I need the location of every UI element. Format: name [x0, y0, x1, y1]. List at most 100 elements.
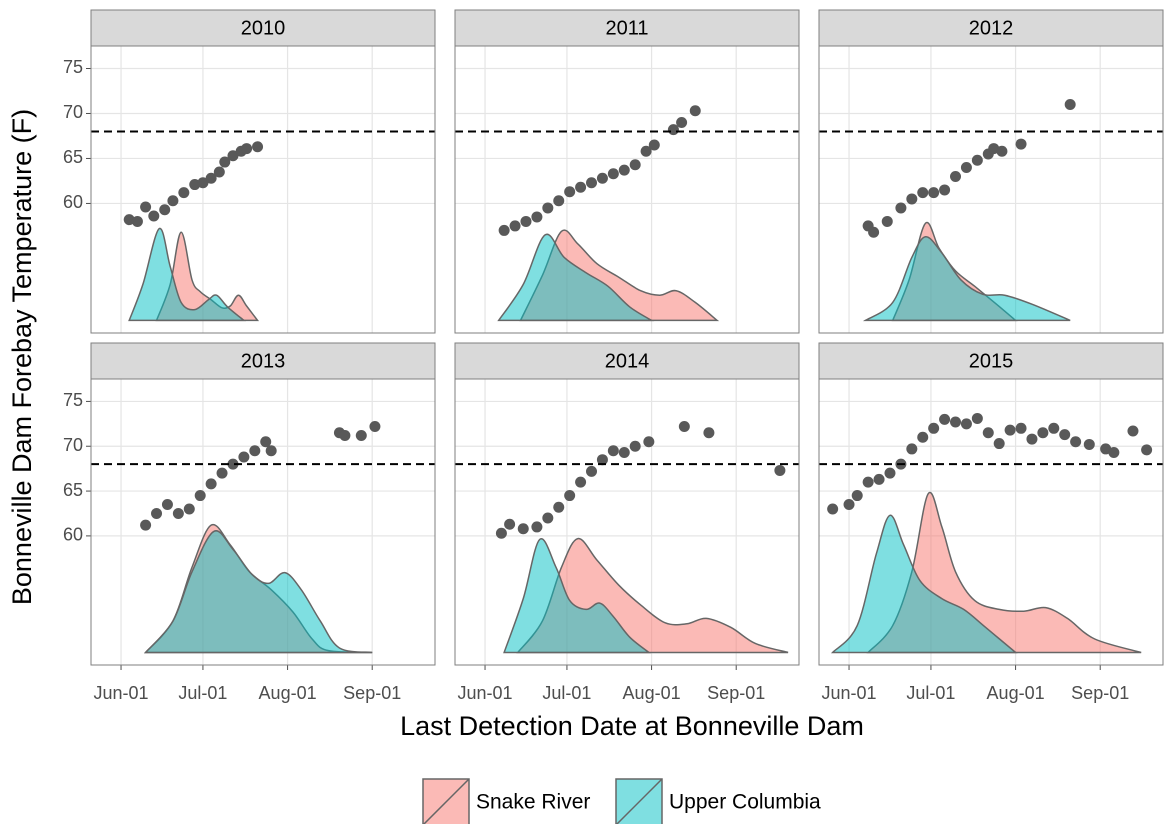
- data-point: [575, 181, 587, 193]
- data-point: [939, 413, 951, 425]
- data-point: [213, 166, 225, 178]
- density-area: [862, 235, 1071, 322]
- x-tick-label: Aug-01: [623, 683, 681, 703]
- data-point: [131, 215, 143, 227]
- y-tick-label: 60: [63, 192, 83, 212]
- data-point: [960, 161, 972, 173]
- data-point: [216, 467, 228, 479]
- data-point: [993, 438, 1005, 450]
- data-point: [643, 436, 655, 448]
- x-tick-label: Aug-01: [259, 683, 317, 703]
- y-tick-label: 75: [63, 57, 83, 77]
- x-tick-label: Sep-01: [1071, 683, 1129, 703]
- data-point: [971, 412, 983, 424]
- x-tick-label: Sep-01: [343, 683, 401, 703]
- data-point: [178, 187, 190, 199]
- density-area: [128, 227, 246, 322]
- strip-background: [818, 9, 1164, 47]
- data-point: [676, 116, 688, 128]
- data-point: [895, 202, 907, 214]
- x-tick-label: Jul-01: [542, 683, 591, 703]
- data-point: [1026, 433, 1038, 445]
- data-point: [843, 499, 855, 511]
- data-point: [950, 416, 962, 428]
- data-point: [648, 139, 660, 151]
- data-point: [531, 521, 543, 533]
- data-point: [542, 202, 554, 214]
- strip-background: [454, 9, 800, 47]
- data-point: [542, 512, 554, 524]
- data-point: [553, 501, 565, 513]
- data-point: [1037, 427, 1049, 439]
- data-point: [1141, 444, 1153, 456]
- data-point: [123, 214, 135, 226]
- panel-background: [819, 46, 1163, 333]
- data-point: [1127, 425, 1139, 437]
- data-point: [1064, 98, 1076, 110]
- y-tick-label: 60: [63, 525, 83, 545]
- data-point: [498, 224, 510, 236]
- density-area: [503, 538, 651, 654]
- data-point: [1004, 424, 1016, 436]
- data-point: [355, 429, 367, 441]
- data-point: [629, 159, 641, 171]
- data-point: [140, 519, 152, 531]
- data-point: [241, 143, 253, 155]
- data-point: [265, 445, 277, 457]
- strip-title: 2015: [969, 350, 1014, 372]
- data-point: [194, 490, 206, 502]
- y-tick-label: 70: [63, 435, 83, 455]
- data-point: [564, 490, 576, 502]
- data-point: [238, 451, 250, 463]
- data-point: [703, 427, 715, 439]
- data-point: [369, 421, 381, 433]
- data-point: [1108, 447, 1120, 459]
- data-point: [1059, 429, 1071, 441]
- data-point: [1083, 438, 1095, 450]
- density-area: [143, 530, 373, 654]
- legend-key-slash: [422, 778, 470, 826]
- data-point: [1070, 436, 1082, 448]
- data-point: [982, 427, 994, 439]
- x-tick-label: Jul-01: [178, 683, 227, 703]
- data-point: [1015, 422, 1027, 434]
- data-point: [504, 518, 516, 530]
- data-point: [906, 193, 918, 205]
- data-point: [553, 195, 565, 207]
- data-point: [618, 447, 630, 459]
- data-point: [531, 211, 543, 223]
- panel-border: [454, 378, 800, 666]
- x-tick-label: Jun-01: [458, 683, 513, 703]
- data-point: [151, 507, 163, 519]
- x-tick-label: Aug-01: [987, 683, 1045, 703]
- data-point: [881, 215, 893, 227]
- strip-background: [90, 342, 436, 380]
- data-point: [960, 418, 972, 430]
- x-tick-label: Jun-01: [822, 683, 877, 703]
- data-point: [575, 476, 587, 488]
- data-point: [517, 523, 529, 535]
- data-point: [520, 215, 532, 227]
- data-point: [950, 170, 962, 182]
- x-tick-label: Sep-01: [707, 683, 765, 703]
- data-point: [884, 467, 896, 479]
- data-point: [1015, 138, 1027, 150]
- data-point: [172, 507, 184, 519]
- x-axis-title: Last Detection Date at Bonneville Dam: [400, 711, 864, 741]
- data-point: [939, 184, 951, 196]
- data-point: [607, 168, 619, 180]
- data-point: [1100, 443, 1112, 455]
- x-tick-label: Jun-01: [94, 683, 149, 703]
- data-point: [227, 150, 239, 162]
- x-tick-label: Jul-01: [906, 683, 955, 703]
- data-point: [159, 204, 171, 216]
- data-point: [586, 465, 598, 477]
- data-point: [509, 220, 521, 232]
- data-point: [774, 464, 786, 476]
- data-point: [227, 458, 239, 470]
- data-point: [689, 105, 701, 117]
- data-point: [678, 421, 690, 433]
- strip-background: [90, 9, 436, 47]
- strip-title: 2014: [605, 350, 650, 372]
- data-point: [629, 440, 641, 452]
